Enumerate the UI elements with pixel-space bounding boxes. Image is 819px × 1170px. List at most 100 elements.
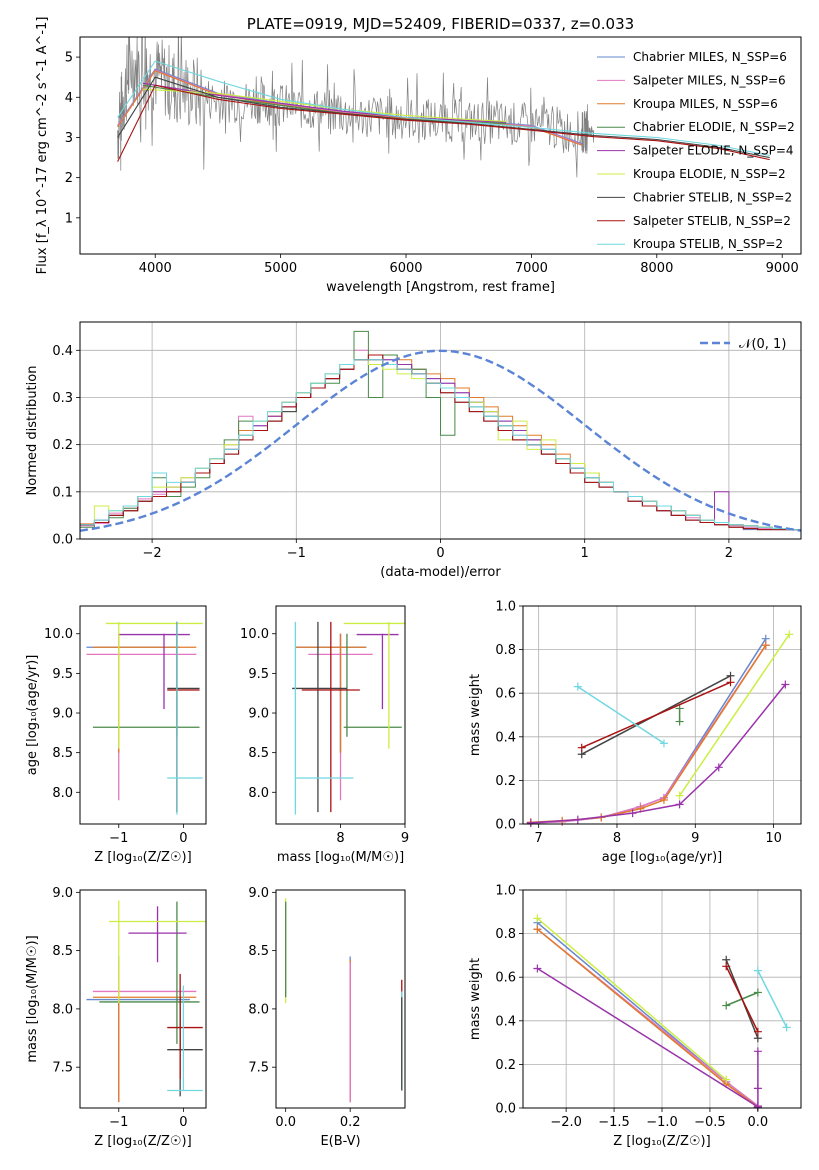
series-line [530,644,767,824]
y-tick-label: 0.8 [495,927,516,942]
y-tick-label: 8.0 [248,1002,269,1017]
x-tick-label: 4000 [139,261,172,276]
x-tick-label: 8 [613,831,621,846]
series-line [117,69,582,145]
y-tick-label: 1 [65,211,73,226]
x-tick-label: −1.0 [646,1115,678,1130]
x-axis-label: age [log₁₀(age/yr)] [602,850,723,865]
x-tick-label: 7000 [515,261,548,276]
data-point-marker [726,678,735,687]
x-tick-label: 0 [179,831,187,846]
x-axis-label: Z [log₁₀(Z/Z☉)] [94,850,191,865]
series-line [757,970,788,1028]
y-tick-label: 9.0 [248,707,269,722]
data-point-marker [753,1047,762,1056]
series-line [725,965,759,1033]
x-axis-label: E(B-V) [320,1134,360,1149]
legend-label: Chabrier MILES, N_SSP=6 [633,50,787,64]
x-tick-label: 6000 [389,261,422,276]
series-line [117,76,770,159]
x-tick-label: 9 [401,831,409,846]
series-line [530,638,767,824]
series-line [537,967,759,1108]
y-tick-label: 0.4 [495,1014,516,1029]
series-line [142,82,507,123]
y-tick-label: 1.0 [495,600,516,615]
legend-label: Chabrier STELIB, N_SSP=2 [633,190,792,204]
x-tick-label: 0.0 [275,1115,296,1130]
y-tick-label: 0.1 [52,485,73,500]
axes-frame [522,605,802,825]
data-point-marker [526,818,535,827]
x-tick-label: −2 [143,546,162,561]
legend-label: Salpeter STELIB, N_SSP=2 [633,214,791,228]
data-point-marker [753,1027,762,1036]
y-tick-label: 0.4 [495,730,516,745]
data-point-marker [675,704,684,713]
y-tick-label: 0.2 [495,774,516,789]
y-tick-label: 9.0 [52,707,73,722]
y-tick-label: 9.0 [248,886,269,901]
y-axis-label: age [log₁₀(age/yr)] [25,655,40,776]
data-point-marker [659,739,668,748]
x-tick-label: −1 [287,546,306,561]
y-tick-label: 0.0 [52,533,73,548]
y-tick-label: 8.5 [248,944,269,959]
axes-frame [79,36,802,255]
data-point-marker [573,815,582,824]
axes-frame [275,889,406,1109]
data-point-marker [782,1023,791,1032]
x-tick-label: 5000 [264,261,297,276]
data-point-marker [753,988,762,997]
y-tick-label: 5 [65,51,73,66]
x-axis-label: Z [log₁₀(Z/Z☉)] [613,1134,710,1149]
data-spectrum-line [117,37,595,178]
axes-frame [79,889,207,1109]
data-point-marker [577,743,586,752]
data-point-marker [573,682,582,691]
data-point-marker [659,796,668,805]
y-tick-label: 0.6 [495,971,516,986]
series-line [581,681,731,749]
data-point-marker [722,1075,731,1084]
y-tick-label: 0.3 [52,391,73,406]
y-tick-label: 8.0 [52,786,73,801]
y-tick-label: 3 [65,131,73,146]
legend-label: 𝒩(0, 1) [739,337,786,352]
y-tick-label: 8.5 [52,944,73,959]
data-point-marker [533,964,542,973]
data-point-marker [675,717,684,726]
data-point-marker [781,680,790,689]
y-tick-label: 1.0 [495,884,516,899]
y-axis-label: mass weight [468,674,483,756]
data-point-marker [533,914,542,923]
x-tick-label: 9 [691,831,699,846]
y-tick-label: 0.8 [495,643,516,658]
y-axis-label: Flux [f_λ 10^-17 erg cm^-2 s^-1 A^-1] [35,17,50,275]
data-point-marker [675,800,684,809]
x-tick-label: −2.0 [550,1115,582,1130]
x-tick-label: 2 [725,546,733,561]
y-tick-label: 7.5 [248,1061,269,1076]
data-point-marker [722,962,731,971]
y-tick-label: 0.0 [495,818,516,833]
x-axis-label: mass [log₁₀(M/M☉)] [277,850,404,865]
x-tick-label: 8000 [640,261,673,276]
x-tick-label: 10 [765,831,782,846]
series-line [117,84,770,162]
y-axis-label: Normed distribution [25,366,40,496]
legend-label: Kroupa ELODIE, N_SSP=2 [633,167,786,181]
y-tick-label: 9.5 [248,667,269,682]
x-axis-label: (data-model)/error [380,565,501,580]
y-tick-label: 4 [65,91,73,106]
series-line [536,917,727,1081]
data-point-marker [675,791,684,800]
series-line [117,60,770,157]
x-tick-label: −1 [109,1115,128,1130]
normal-curve [80,349,801,532]
data-point-marker [628,809,637,818]
y-tick-label: 8.0 [52,1002,73,1017]
data-point-marker [785,630,794,639]
y-axis-label: mass weight [468,958,483,1040]
